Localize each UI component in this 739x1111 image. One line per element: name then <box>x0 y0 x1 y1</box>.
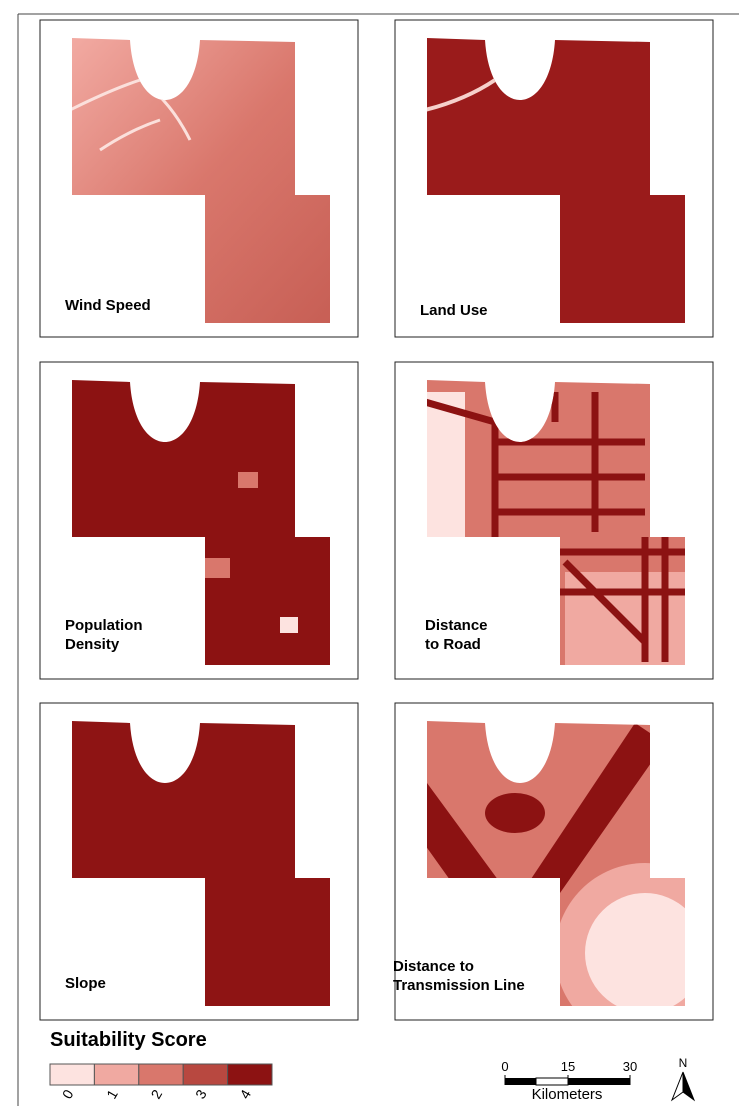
block <box>205 558 230 578</box>
north-arrow: N <box>670 1056 696 1102</box>
map-panel: Population Density <box>39 361 359 680</box>
legend-swatch <box>227 1063 273 1086</box>
scale-label: 30 <box>623 1059 637 1074</box>
zone <box>585 893 685 1006</box>
scale-label: 0 <box>501 1059 508 1074</box>
scale-unit: Kilometers <box>532 1086 603 1103</box>
legend-swatch <box>93 1063 140 1086</box>
map-panel: Slope <box>39 702 359 1021</box>
scale-seg <box>505 1078 536 1085</box>
scale-seg <box>535 1077 569 1086</box>
panel-label: Transmission Line <box>393 977 525 994</box>
map-panel: Distance to Road <box>394 361 714 680</box>
legend-label: 1 <box>103 1087 121 1102</box>
legend-swatch <box>49 1063 95 1086</box>
block <box>238 472 258 488</box>
legend-label: 4 <box>236 1087 254 1102</box>
scale-label: 15 <box>561 1059 575 1074</box>
panel-label: Population <box>65 617 143 634</box>
legend: 0 1 2 3 4 <box>49 1063 273 1102</box>
map-panel: Distance to Transmission Line <box>393 702 714 1021</box>
legend-label: 3 <box>192 1087 210 1102</box>
legend-label: 2 <box>148 1087 166 1102</box>
map-area <box>72 721 330 1006</box>
panel-label: Wind Speed <box>65 297 151 314</box>
arrow-left <box>670 1071 684 1102</box>
legend-swatch <box>182 1063 229 1086</box>
panel-label: Land Use <box>420 302 488 319</box>
scale-seg <box>568 1078 630 1085</box>
legend-swatch <box>138 1063 184 1086</box>
block <box>280 617 298 633</box>
legend-title: Suitability Score <box>50 1029 207 1051</box>
panel-label: Distance <box>425 617 488 634</box>
panel-label: to Road <box>425 636 481 653</box>
map-area <box>427 38 685 323</box>
map-area <box>72 38 330 323</box>
arrow-right <box>682 1071 696 1102</box>
legend-label: 0 <box>59 1087 77 1102</box>
scale-bar: 0 15 30 Kilometers <box>501 1059 637 1103</box>
panel-label: Density <box>65 636 120 653</box>
river <box>427 78 497 112</box>
zone <box>427 392 465 542</box>
panel-label: Distance to <box>393 958 474 975</box>
zone <box>565 572 685 665</box>
north-label: N <box>679 1056 688 1070</box>
map-panel: Land Use <box>394 19 714 338</box>
map-area <box>72 380 330 665</box>
zone <box>485 793 545 833</box>
map-panel: Wind Speed <box>39 19 359 338</box>
panels: Wind Speed Land Use Population Density Dista… <box>39 19 714 1021</box>
panel-label: Slope <box>65 975 106 992</box>
